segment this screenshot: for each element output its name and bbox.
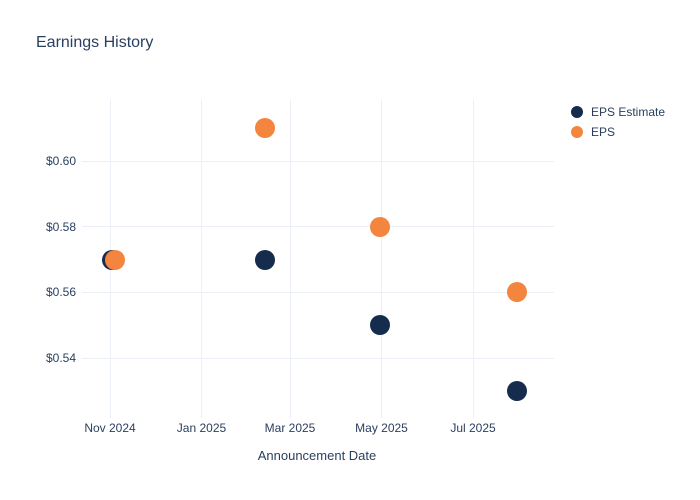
y-tick-label: $0.56 bbox=[45, 285, 76, 300]
data-point-eps[interactable] bbox=[254, 118, 275, 139]
x-tick-label: May 2025 bbox=[355, 421, 408, 435]
data-point-eps[interactable] bbox=[506, 282, 527, 303]
y-gridline bbox=[82, 291, 554, 293]
x-tick-label: Mar 2025 bbox=[264, 421, 316, 435]
y-gridline bbox=[82, 160, 554, 162]
data-point-eps[interactable] bbox=[104, 249, 125, 270]
data-point-eps-estimate[interactable] bbox=[370, 315, 390, 336]
x-gridline bbox=[289, 100, 291, 418]
x-tick-label: Nov 2024 bbox=[84, 421, 136, 435]
eps-estimate-marker-icon bbox=[571, 106, 583, 118]
data-point-eps-estimate[interactable] bbox=[506, 380, 527, 401]
data-point-eps[interactable] bbox=[370, 216, 390, 237]
y-tick-label: $0.58 bbox=[45, 219, 76, 234]
x-tick-label: Jul 2025 bbox=[450, 421, 496, 435]
legend-item-eps-estimate[interactable]: EPS Estimate bbox=[571, 104, 665, 120]
x-gridline bbox=[381, 100, 382, 418]
x-tick-label: Jan 2025 bbox=[176, 421, 227, 435]
eps-marker-icon bbox=[571, 126, 583, 138]
y-gridline bbox=[82, 357, 554, 359]
y-tick-label: $0.54 bbox=[45, 351, 76, 366]
legend: EPS Estimate EPS bbox=[571, 104, 665, 140]
legend-label-eps-estimate: EPS Estimate bbox=[591, 105, 666, 119]
x-axis-title: Announcement Date bbox=[257, 448, 377, 463]
legend-label-eps: EPS bbox=[591, 125, 616, 139]
chart-title: Earnings History bbox=[36, 34, 154, 51]
data-point-eps-estimate[interactable] bbox=[254, 249, 275, 270]
y-gridline bbox=[82, 226, 554, 228]
legend-item-eps[interactable]: EPS bbox=[571, 124, 665, 140]
y-tick-label: $0.60 bbox=[45, 154, 76, 168]
x-gridline bbox=[472, 100, 474, 418]
x-gridline bbox=[201, 100, 202, 418]
